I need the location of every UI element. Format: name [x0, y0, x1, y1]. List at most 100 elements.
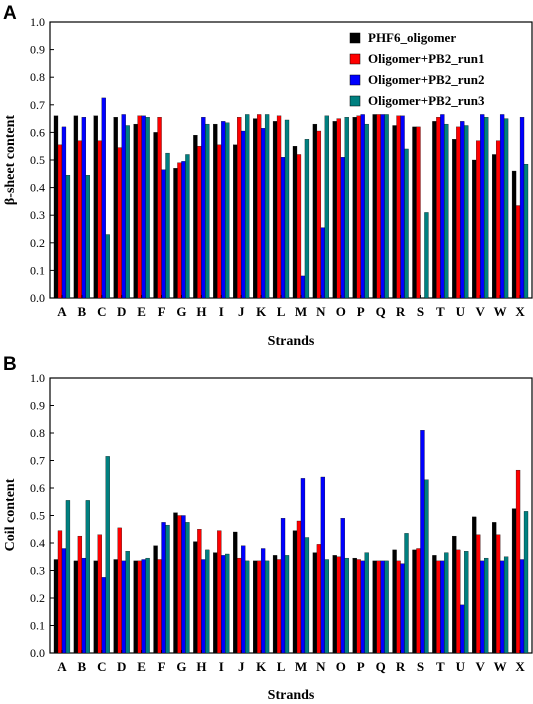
bar-R-series-2	[396, 115, 401, 299]
bar-U-series-3	[460, 121, 465, 299]
bar-G-series-1	[173, 168, 178, 299]
bar-F-series-2	[157, 117, 162, 299]
bar-T-series-3	[440, 560, 445, 654]
x-tick-label: P	[357, 659, 365, 674]
legend-swatch-run3	[349, 95, 361, 107]
bar-B-series-4	[85, 500, 90, 654]
bar-H-series-3	[201, 117, 206, 299]
bar-D-series-1	[113, 559, 118, 654]
bar-S-series-1	[412, 549, 417, 654]
bar-G-series-3	[181, 161, 186, 299]
x-tick-label: M	[295, 304, 307, 319]
bar-W-series-3	[499, 560, 505, 654]
bar-N-series-3	[320, 227, 326, 299]
bar-I-series-1	[213, 123, 218, 299]
bar-R-series-3	[400, 563, 405, 654]
bar-M-series-3	[300, 275, 306, 299]
x-tick-label: V	[476, 304, 486, 319]
bar-L-series-4	[284, 555, 290, 654]
x-tick-label: P	[357, 304, 365, 319]
x-tick-label: S	[417, 659, 424, 674]
legend-label-run1: Oligomer+PB2_run1	[368, 51, 484, 66]
bar-T-series-1	[432, 121, 437, 299]
bar-Q-series-2	[376, 560, 381, 654]
x-tick-label: T	[436, 659, 445, 674]
bar-I-series-3	[221, 121, 226, 299]
x-tick-label: J	[238, 659, 245, 674]
bar-R-series-4	[404, 148, 409, 299]
bar-G-series-4	[185, 522, 190, 654]
bar-G-series-2	[177, 162, 182, 299]
bar-D-series-3	[121, 560, 126, 654]
bar-G-series-2	[177, 515, 182, 654]
bar-W-series-3	[499, 114, 505, 299]
x-tick-label: N	[316, 659, 326, 674]
bar-L-series-1	[272, 555, 278, 654]
bar-K-series-1	[253, 560, 258, 654]
x-tick-label: W	[494, 659, 507, 674]
bar-Q-series-1	[372, 114, 377, 299]
bar-J-series-1	[233, 144, 238, 299]
x-tick-label: U	[456, 304, 466, 319]
bar-M-series-2	[296, 154, 302, 299]
bar-W-series-4	[503, 556, 509, 654]
bar-O-series-2	[336, 556, 341, 654]
bar-N-series-3	[320, 476, 326, 654]
bar-B-series-1	[73, 560, 79, 654]
bar-S-series-2	[416, 126, 421, 299]
bar-M-series-3	[300, 478, 306, 654]
bar-C-series-3	[101, 577, 106, 654]
bar-S-series-4	[424, 212, 429, 299]
bar-R-series-4	[404, 533, 409, 654]
bar-T-series-4	[444, 123, 449, 299]
bar-N-series-2	[316, 544, 322, 654]
bar-V-series-4	[484, 117, 489, 299]
bar-G-series-4	[185, 154, 190, 299]
plot-area-a: 0.0 0.1 0.2 0.3 0.4 0.5 0.6 0.7 0.8 0.9 1.0 A B C D E F G…	[30, 15, 533, 319]
bar-J-series-2	[237, 117, 242, 299]
x-tick-label: O	[336, 659, 346, 674]
bar-E-series-1	[133, 123, 138, 299]
y-tick-label: 0.4	[30, 536, 45, 550]
x-tick-label: J	[238, 304, 245, 319]
bar-R-series-3	[400, 115, 405, 299]
bar-R-series-1	[392, 549, 397, 654]
y-tick-label: 0.2	[30, 591, 45, 605]
bar-R-series-1	[392, 125, 397, 299]
bar-D-series-1	[113, 117, 118, 299]
x-tick-label: A	[57, 304, 67, 319]
bar-E-series-3	[141, 559, 146, 654]
bar-N-series-2	[316, 130, 322, 299]
plot-area-b: 0.0 0.1 0.2 0.3 0.4 0.5 0.6 0.7 0.8 0.9 1.0 A B C D E F G…	[30, 371, 533, 674]
bar-G-series-1	[173, 512, 178, 654]
bar-H-series-2	[197, 529, 202, 654]
bar-P-series-2	[356, 559, 361, 654]
y-tick-label: 0.5	[30, 153, 45, 167]
x-tick-label: V	[476, 659, 486, 674]
bar-H-series-4	[205, 549, 210, 654]
bar-I-series-2	[217, 144, 222, 299]
bar-M-series-4	[304, 537, 310, 654]
bar-P-series-1	[352, 117, 357, 299]
bar-V-series-3	[480, 114, 485, 299]
x-tick-label: Q	[376, 304, 386, 319]
x-tick-label: S	[417, 304, 424, 319]
bar-W-series-2	[495, 140, 501, 299]
y-tick-label: 0.9	[30, 399, 45, 413]
bar-B-series-3	[81, 117, 87, 299]
bar-F-series-3	[161, 169, 166, 299]
bar-F-series-3	[161, 522, 166, 654]
bar-K-series-2	[256, 560, 262, 654]
bar-H-series-2	[197, 146, 202, 299]
legend-swatch-run1	[349, 53, 361, 65]
bar-J-series-1	[233, 531, 238, 654]
y-tick-label: 0.0	[30, 291, 45, 305]
bar-T-series-3	[440, 114, 445, 299]
bar-Q-series-2	[376, 114, 381, 299]
x-tick-label: H	[196, 304, 206, 319]
bar-F-series-4	[165, 524, 170, 654]
y-tick-label: 1.0	[30, 371, 45, 385]
bar-I-series-4	[225, 122, 230, 299]
bar-D-series-2	[117, 527, 122, 654]
